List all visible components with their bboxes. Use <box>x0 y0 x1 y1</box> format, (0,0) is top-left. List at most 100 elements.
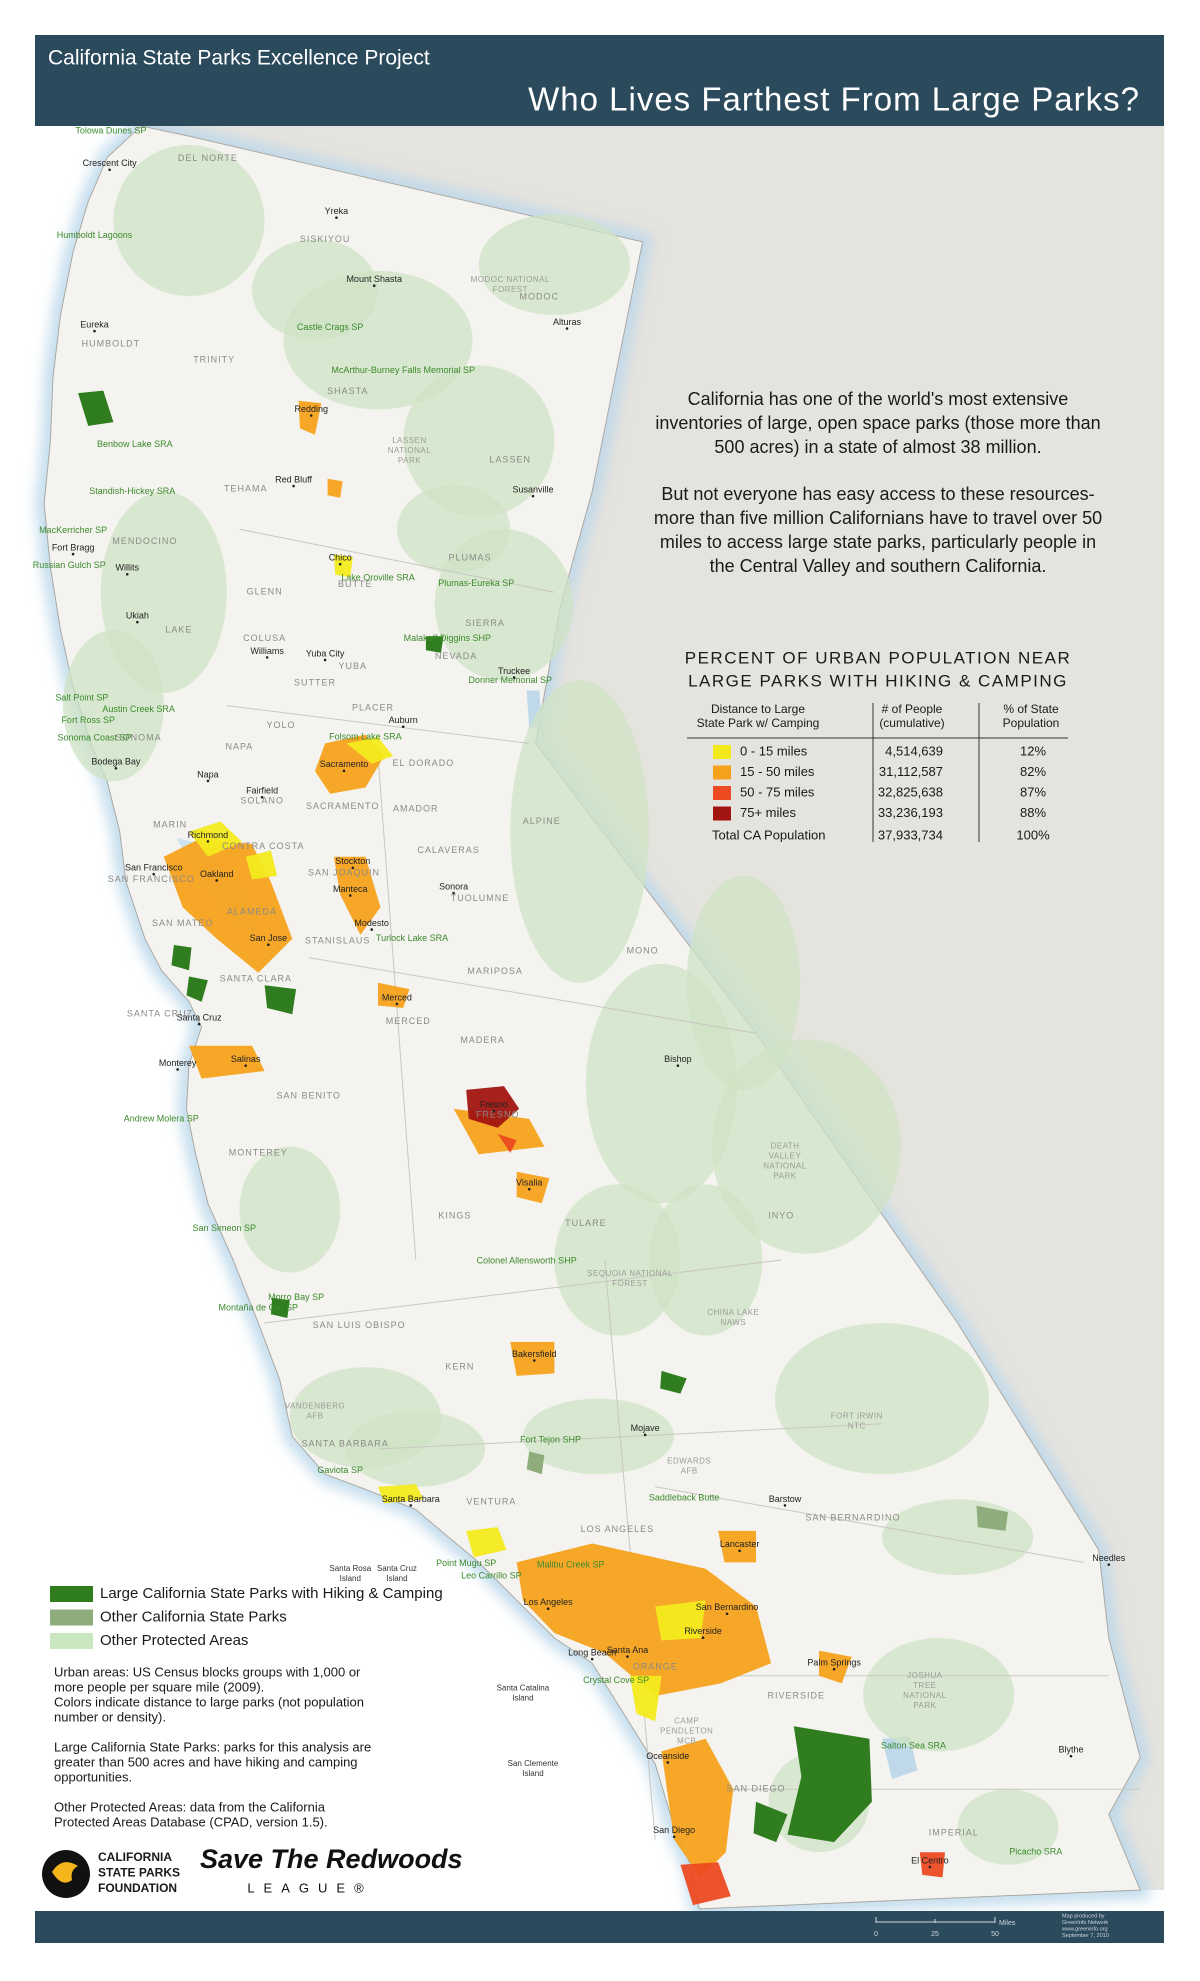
island-label: San Clemente <box>508 1759 559 1768</box>
protected-area <box>346 1411 486 1487</box>
intro-line: California has one of the world's most e… <box>688 389 1069 409</box>
protected-area-label: NTC <box>848 1421 866 1430</box>
park-label: MacKerricher SP <box>39 525 107 535</box>
note-line: opportunities. <box>54 1769 132 1784</box>
island-label: Island <box>522 1769 543 1778</box>
row-percent: 12% <box>1020 743 1046 758</box>
protected-area-label: CHINA LAKE <box>707 1308 759 1317</box>
city-dot <box>342 769 346 773</box>
city-label: Mojave <box>631 1423 660 1433</box>
city-label: San Francisco <box>125 863 183 873</box>
protected-area <box>648 1184 763 1336</box>
state-park <box>425 636 444 653</box>
county-line <box>377 1423 883 1450</box>
city-label: Sacramento <box>320 759 369 769</box>
city-label: Chico <box>329 553 352 563</box>
protected-area-label: FOREST <box>493 285 528 294</box>
park-label: Morro Bay SP <box>268 1292 324 1302</box>
county-label: VENTURA <box>466 1496 516 1506</box>
park-label: Standish-Hickey SRA <box>89 486 175 496</box>
city-label: Needles <box>1092 1553 1126 1563</box>
column-header: # of People <box>882 702 943 716</box>
city-dot <box>531 494 535 498</box>
county-label: MERCED <box>386 1016 431 1026</box>
protected-area <box>403 365 555 517</box>
city-dot <box>71 552 75 556</box>
city-dot <box>395 1002 399 1006</box>
county-label: SACRAMENTO <box>306 801 379 811</box>
row-label: Total CA Population <box>712 827 825 842</box>
map-features <box>78 390 1008 1906</box>
column-header: (cumulative) <box>879 716 944 730</box>
league-name: Save The Redwoods <box>200 1844 463 1874</box>
county-label: ALAMEDA <box>227 907 277 917</box>
protected-area-label: NATIONAL <box>763 1162 806 1171</box>
city-dot <box>532 1359 536 1362</box>
intro-line: 500 acres) in a state of almost 38 milli… <box>714 437 1041 457</box>
city-label: Alturas <box>553 317 582 327</box>
county-line <box>655 1486 1084 1563</box>
protected-area <box>711 1039 901 1254</box>
state-park <box>171 945 192 971</box>
park-label: Turlock Lake SRA <box>376 933 448 943</box>
city-dot <box>335 216 338 219</box>
city-label: Stockton <box>335 856 370 866</box>
city-label: Monterey <box>159 1058 197 1068</box>
row-people: 32,825,638 <box>878 784 943 799</box>
city-dot <box>152 872 156 876</box>
urban-area <box>497 1134 517 1153</box>
city-dot <box>452 891 455 895</box>
county-label: PLUMAS <box>448 553 491 563</box>
salton-sea <box>882 1736 918 1780</box>
note-line: Colors indicate distance to large parks … <box>54 1694 364 1709</box>
county-label: SAN LUIS OBISPO <box>313 1320 406 1330</box>
city-dot <box>215 879 219 882</box>
note-line: Protected Areas Database (CPAD, version … <box>54 1814 328 1829</box>
urban-area <box>680 1862 731 1906</box>
county-label: NEVADA <box>435 651 477 661</box>
row-swatch <box>713 745 731 759</box>
city-dot <box>643 1433 647 1437</box>
urban-area <box>298 400 322 435</box>
protected-area-label: PENDLETON <box>660 1726 713 1735</box>
protected-area <box>63 630 164 782</box>
protected-area-label: SEQUOIA NATIONAL <box>587 1269 673 1278</box>
urban-area <box>919 1852 945 1878</box>
city-label: Fort Bragg <box>52 542 95 552</box>
county-label: SANTA BARBARA <box>302 1438 389 1448</box>
city-label: Yreka <box>325 206 349 216</box>
stats-table: PERCENT OF URBAN POPULATION NEAR LARGE PA… <box>685 648 1070 842</box>
county-label: LAKE <box>165 624 192 634</box>
city-label: San Diego <box>653 1825 695 1835</box>
county-label: BUTTE <box>338 579 373 589</box>
protected-area-label: MCB <box>677 1736 696 1745</box>
urban-area <box>510 1341 555 1376</box>
city-dot <box>832 1667 836 1671</box>
protected-area-label: NAWS <box>720 1318 746 1327</box>
intro-line: miles to access large state parks, parti… <box>660 532 1096 552</box>
county-label: MARIPOSA <box>467 966 523 976</box>
city-label: Truckee <box>498 666 530 676</box>
legend-swatch <box>50 1609 93 1626</box>
credit-line: Map produced by <box>1062 1913 1105 1919</box>
county-label: SHASTA <box>327 386 368 396</box>
city-label: Bakersfield <box>512 1349 557 1359</box>
urban-area <box>189 821 242 857</box>
protected-area-label: DEATH <box>770 1142 799 1151</box>
protected-area-label: NATIONAL <box>903 1691 946 1700</box>
county-label: KINGS <box>438 1210 471 1220</box>
county-label: AMADOR <box>393 803 439 813</box>
county-line <box>604 1259 656 1840</box>
park-label: Tolowa Dunes SP <box>75 125 146 135</box>
county-line <box>377 755 417 1261</box>
island-label: Santa Cruz <box>377 1564 417 1573</box>
row-label: 50 - 75 miles <box>740 784 815 799</box>
city-label: Santa Barbara <box>382 1494 440 1504</box>
city-label: Visalia <box>516 1178 542 1188</box>
city-label: Sonora <box>439 881 468 891</box>
protected-area-label: NATIONAL <box>388 446 431 455</box>
urban-area <box>630 1675 662 1722</box>
protected-area-label: CAMP <box>674 1716 699 1725</box>
city-dot <box>260 795 264 799</box>
